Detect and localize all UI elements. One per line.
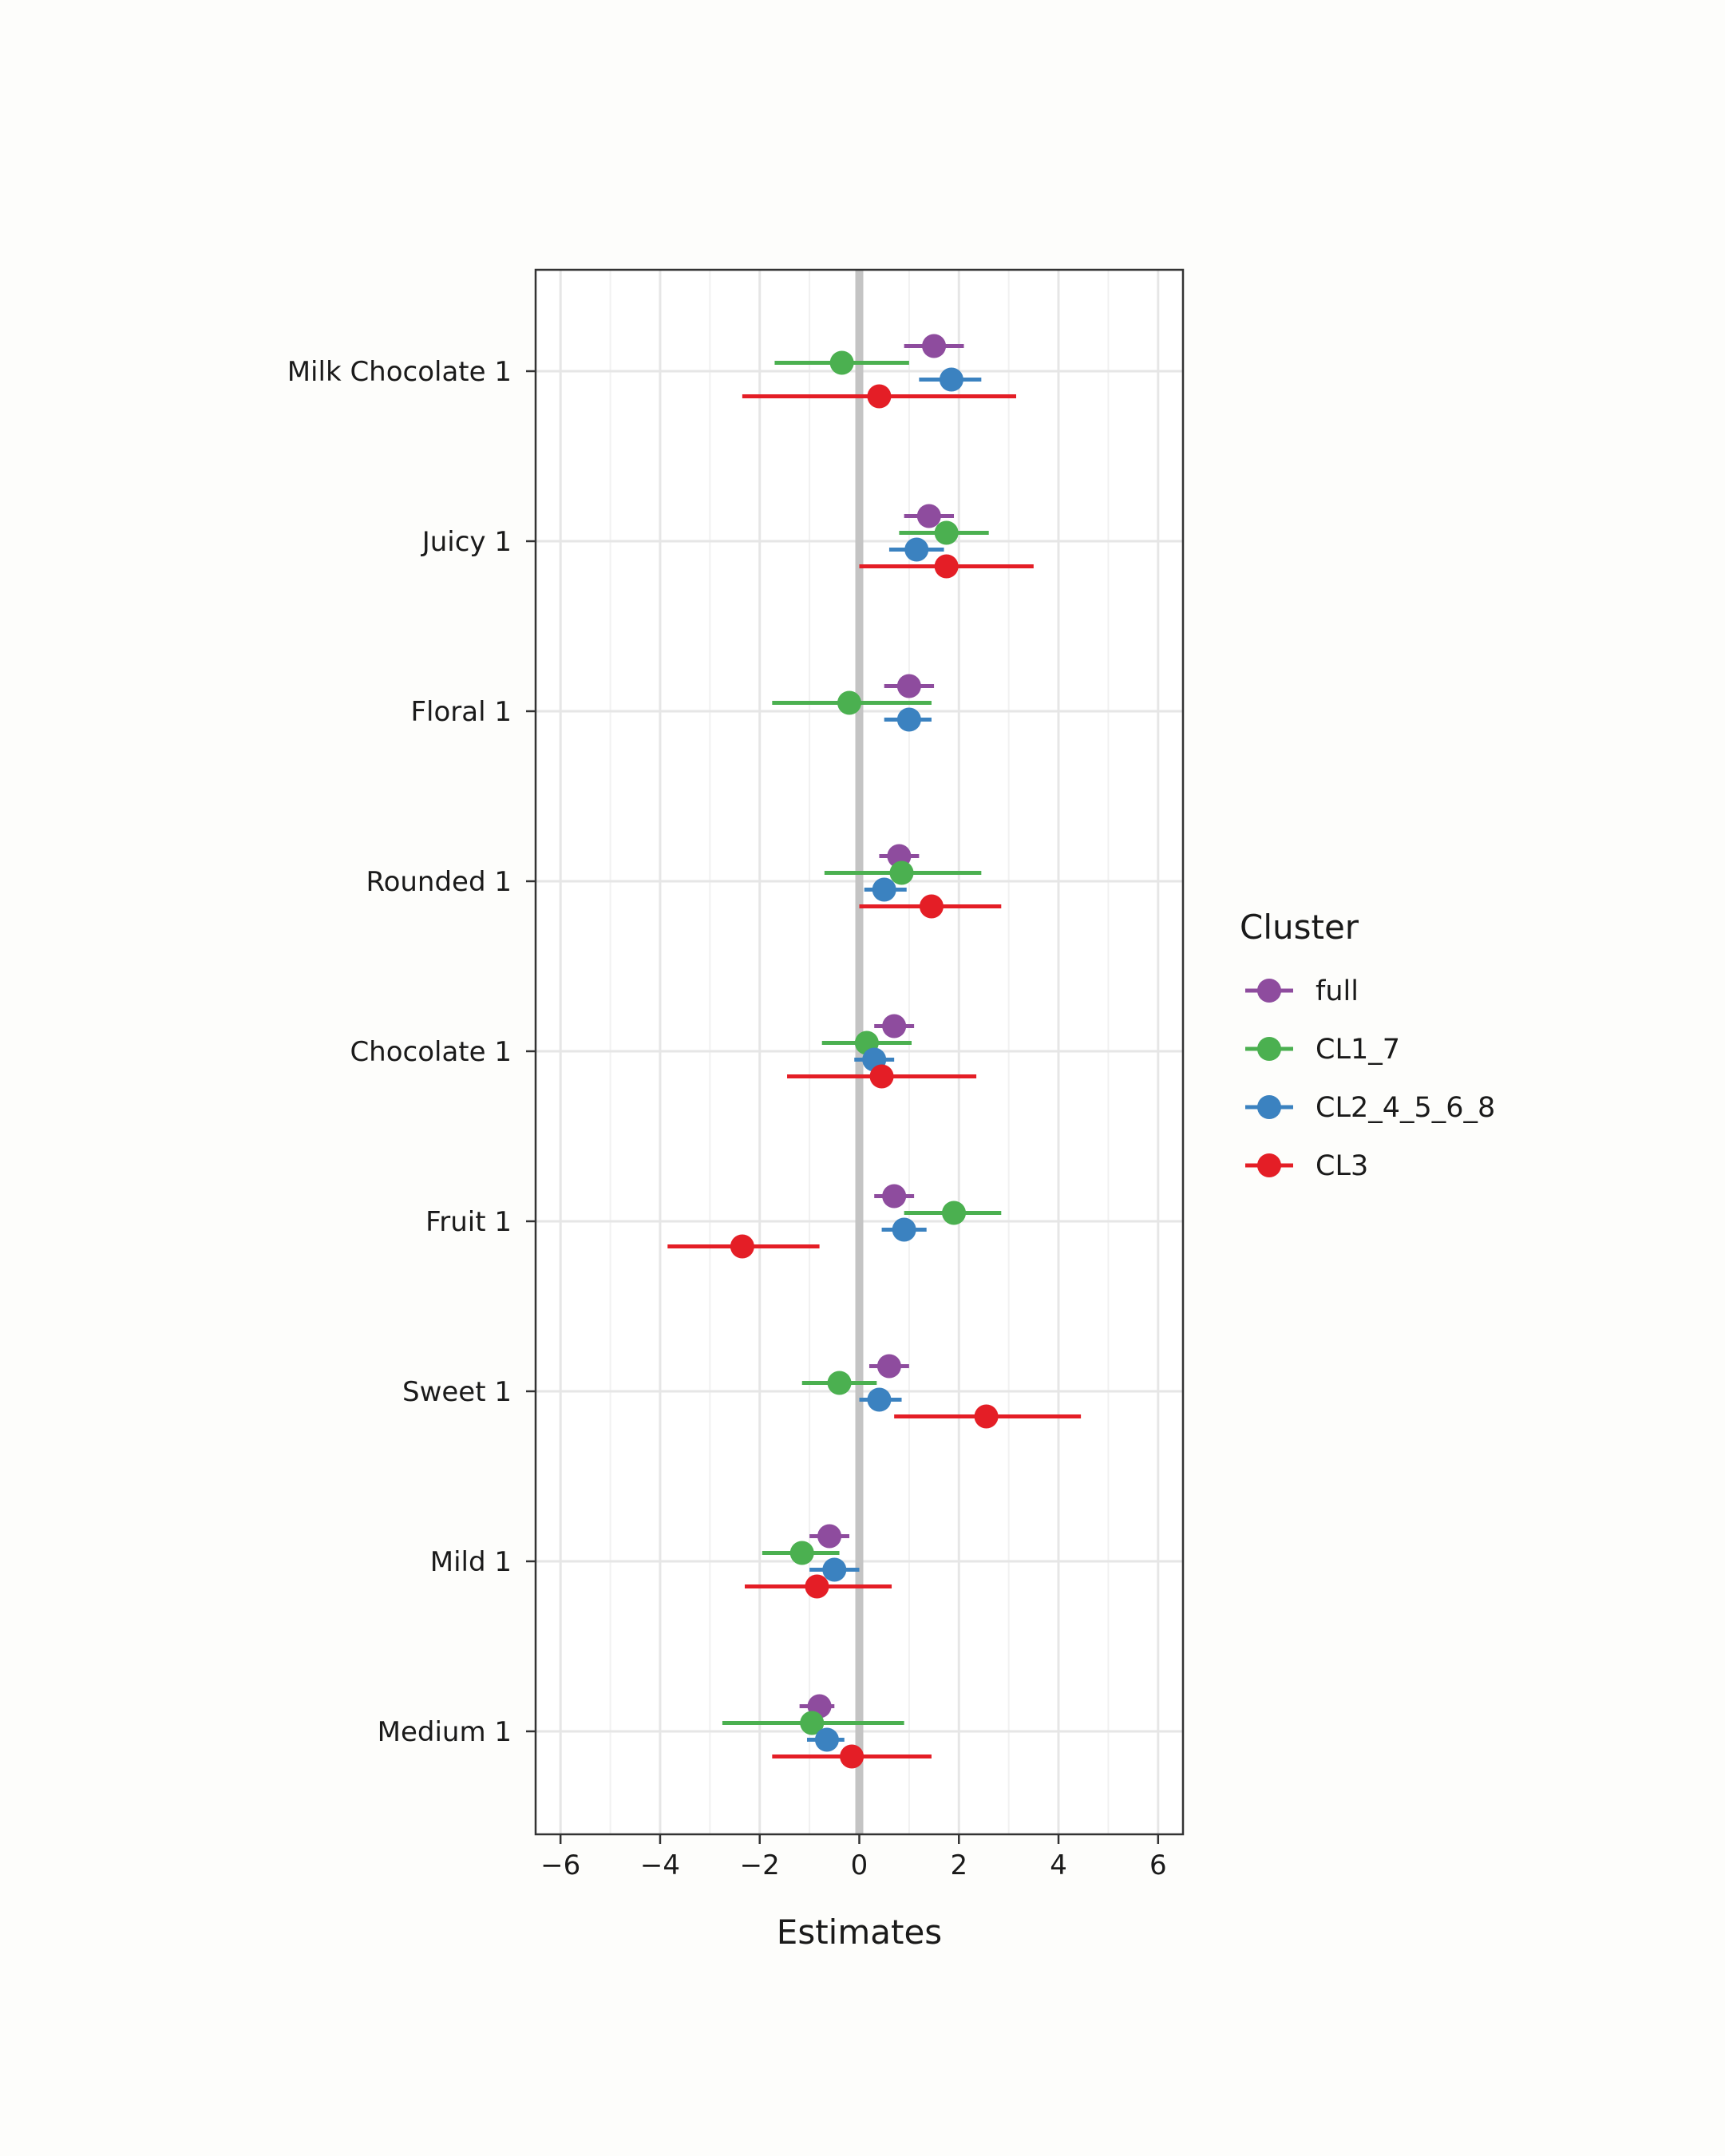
estimate-point — [827, 1371, 852, 1395]
estimate-point — [805, 1574, 829, 1599]
x-tick-label: 4 — [1050, 1849, 1067, 1881]
y-tick-label: Juicy 1 — [421, 526, 512, 558]
estimate-point — [904, 537, 929, 562]
estimate-point — [889, 860, 914, 885]
legend-item-CL1_7: CL1_7 — [1245, 1034, 1400, 1066]
x-tick-label: −2 — [740, 1849, 780, 1881]
estimate-point — [789, 1541, 814, 1565]
y-tick-label: Fruit 1 — [425, 1206, 512, 1238]
estimate-point — [916, 504, 941, 528]
legend-label: CL3 — [1316, 1150, 1368, 1182]
legend-label: CL2_4_5_6_8 — [1316, 1092, 1495, 1124]
estimate-point — [882, 1184, 907, 1209]
estimate-point — [896, 707, 921, 732]
legend-items: full CL1_7 CL2_4_5_6_8 CL3 — [1245, 975, 1495, 1182]
x-tick-label: 6 — [1149, 1849, 1167, 1881]
estimate-point — [896, 674, 921, 698]
estimate-point — [822, 1557, 847, 1582]
x-tick-label: −6 — [540, 1849, 580, 1881]
estimate-point — [934, 520, 959, 545]
legend-item-CL3: CL3 — [1245, 1150, 1368, 1182]
estimate-point — [730, 1234, 754, 1259]
legend-title: Cluster — [1240, 908, 1359, 947]
series-CL1_7 — [722, 350, 1002, 1735]
estimate-point — [876, 1354, 901, 1379]
estimate-point — [939, 367, 963, 392]
y-tick-label: Rounded 1 — [366, 866, 512, 898]
estimate-point — [817, 1524, 842, 1549]
y-tick-label: Sweet 1 — [402, 1376, 512, 1408]
legend-label: full — [1316, 975, 1359, 1007]
estimate-point — [837, 690, 862, 715]
series-layer — [667, 334, 1082, 1769]
legend-marker — [1257, 979, 1281, 1003]
estimate-point — [942, 1201, 967, 1225]
y-tick-label: Milk Chocolate 1 — [287, 356, 512, 388]
estimate-point — [872, 877, 896, 902]
legend-label: CL1_7 — [1316, 1034, 1400, 1066]
series-CL3 — [667, 384, 1082, 1769]
x-axis: −6 −4 −2 0 2 4 6 — [540, 1834, 1167, 1881]
y-tick-label: Medium 1 — [378, 1716, 512, 1748]
y-axis: Milk Chocolate 1 Juicy 1 Floral 1 Rounded 1… — [287, 356, 536, 1748]
legend-item-full: full — [1245, 975, 1359, 1007]
estimate-point — [867, 384, 892, 409]
estimate-point — [800, 1711, 825, 1735]
estimate-point — [869, 1064, 894, 1089]
legend-item-CL2_4_5_6_8: CL2_4_5_6_8 — [1245, 1092, 1495, 1124]
legend-marker — [1257, 1095, 1281, 1119]
estimate-point — [867, 1387, 892, 1412]
y-tick-label: Mild 1 — [430, 1546, 512, 1578]
x-axis-title: Estimates — [777, 1913, 942, 1952]
estimate-point — [882, 1014, 907, 1038]
series-full — [799, 334, 964, 1719]
x-tick-label: 2 — [950, 1849, 967, 1881]
estimate-point — [919, 894, 944, 919]
estimate-point — [814, 1727, 839, 1752]
legend: Cluster full CL1_7 CL2_4_5_6_8 CL3 — [1240, 908, 1495, 1182]
series-CL2_4_5_6_8 — [806, 367, 982, 1752]
legend-marker — [1257, 1037, 1281, 1061]
y-tick-label: Floral 1 — [410, 696, 512, 728]
legend-marker — [1257, 1153, 1281, 1177]
x-tick-label: −4 — [640, 1849, 680, 1881]
estimate-point — [922, 334, 947, 358]
x-tick-label: 0 — [851, 1849, 868, 1881]
estimate-point — [829, 350, 854, 375]
y-tick-label: Chocolate 1 — [350, 1036, 512, 1068]
estimate-point — [892, 1217, 916, 1242]
estimate-point — [974, 1404, 999, 1429]
estimate-point — [840, 1744, 864, 1769]
estimate-point — [934, 554, 959, 579]
